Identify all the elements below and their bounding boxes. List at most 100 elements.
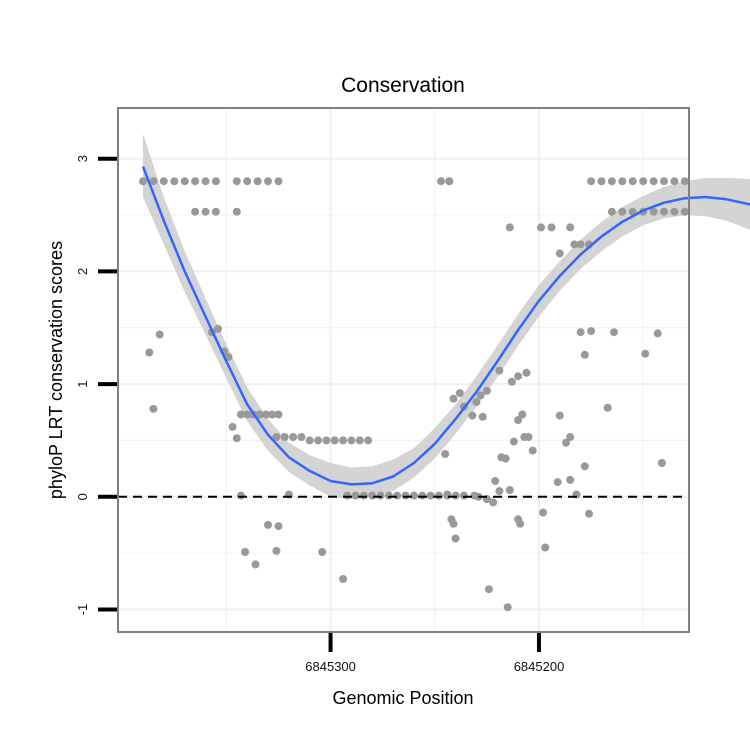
data-point xyxy=(570,240,579,249)
data-point xyxy=(505,223,514,232)
data-point xyxy=(318,548,327,556)
data-point xyxy=(262,410,270,419)
data-point xyxy=(607,177,616,186)
data-point xyxy=(507,377,516,386)
data-point xyxy=(585,509,593,518)
data-point xyxy=(289,433,298,441)
data-point xyxy=(384,491,393,500)
data-point xyxy=(232,207,241,216)
chart-title: Conservation xyxy=(341,74,465,97)
data-point xyxy=(541,543,550,552)
data-point xyxy=(459,491,468,500)
data-point xyxy=(489,498,498,507)
data-point xyxy=(566,433,575,441)
data-point xyxy=(201,177,210,186)
data-point xyxy=(641,349,650,358)
data-point xyxy=(359,491,368,500)
data-point xyxy=(426,491,435,500)
data-point xyxy=(657,459,666,467)
data-point xyxy=(580,350,589,359)
data-point xyxy=(660,207,668,216)
data-point xyxy=(191,177,200,186)
data-point xyxy=(159,177,168,186)
data-point xyxy=(495,366,504,375)
data-point xyxy=(649,177,658,186)
data-point xyxy=(576,240,585,249)
data-point xyxy=(451,534,460,543)
data-point xyxy=(566,223,575,232)
data-point xyxy=(509,437,518,446)
data-point xyxy=(364,436,373,445)
data-point xyxy=(170,177,179,186)
data-point xyxy=(472,398,481,407)
data-point xyxy=(264,177,272,186)
data-point xyxy=(347,436,356,445)
data-point xyxy=(566,475,575,484)
data-point xyxy=(618,207,627,216)
data-point xyxy=(660,177,668,186)
data-point xyxy=(274,410,283,419)
data-point xyxy=(670,177,679,186)
data-point xyxy=(228,422,237,431)
smooth-line-layer xyxy=(141,166,750,486)
data-point xyxy=(495,487,504,496)
data-point xyxy=(555,249,564,258)
data-point xyxy=(451,491,460,500)
data-point xyxy=(368,491,377,500)
data-point xyxy=(339,575,348,583)
data-point xyxy=(214,324,222,333)
data-point xyxy=(232,177,241,186)
data-point xyxy=(610,328,618,337)
data-point xyxy=(518,410,527,419)
y-axis-title: phyloP LRT conservation scores xyxy=(46,241,66,499)
data-point xyxy=(449,394,458,403)
y-tick-label: 1 xyxy=(75,380,90,387)
data-point xyxy=(253,177,262,186)
data-point xyxy=(232,434,241,443)
data-point xyxy=(145,348,154,357)
data-point xyxy=(191,207,200,216)
x-axis: 6845300 6845200 xyxy=(305,633,564,674)
data-point xyxy=(491,477,500,485)
confidence-band xyxy=(143,133,750,499)
data-point xyxy=(155,330,164,339)
y-tick-label: 3 xyxy=(75,155,90,162)
grid-lines xyxy=(118,108,689,632)
data-point xyxy=(255,410,264,419)
data-point xyxy=(401,491,410,500)
data-point xyxy=(503,603,512,612)
data-point xyxy=(580,462,589,471)
data-point xyxy=(484,585,493,594)
data-point xyxy=(149,177,158,186)
data-point xyxy=(434,491,443,500)
data-point xyxy=(264,520,272,529)
data-point xyxy=(618,177,627,186)
y-axis: -1 0 1 2 3 xyxy=(75,155,117,615)
data-point xyxy=(241,548,250,556)
data-point xyxy=(305,436,314,445)
data-point xyxy=(272,433,281,441)
data-point xyxy=(237,491,245,500)
data-point xyxy=(149,404,158,413)
data-point xyxy=(139,177,147,186)
data-point xyxy=(680,207,689,216)
data-point xyxy=(351,491,360,500)
data-point xyxy=(251,560,260,569)
data-point xyxy=(639,177,648,186)
data-point xyxy=(441,450,450,458)
data-point xyxy=(409,491,418,500)
data-point xyxy=(514,372,523,381)
data-point xyxy=(680,177,689,186)
data-point xyxy=(376,491,385,500)
data-point xyxy=(649,207,658,216)
data-point xyxy=(268,410,277,419)
data-point xyxy=(478,412,487,421)
data-point xyxy=(555,411,564,420)
data-point xyxy=(587,177,596,186)
smooth-line xyxy=(141,166,750,486)
data-point xyxy=(297,433,306,441)
y-tick-label: 2 xyxy=(75,268,90,275)
data-point xyxy=(501,454,510,463)
data-point xyxy=(393,491,402,500)
data-point xyxy=(449,519,458,528)
